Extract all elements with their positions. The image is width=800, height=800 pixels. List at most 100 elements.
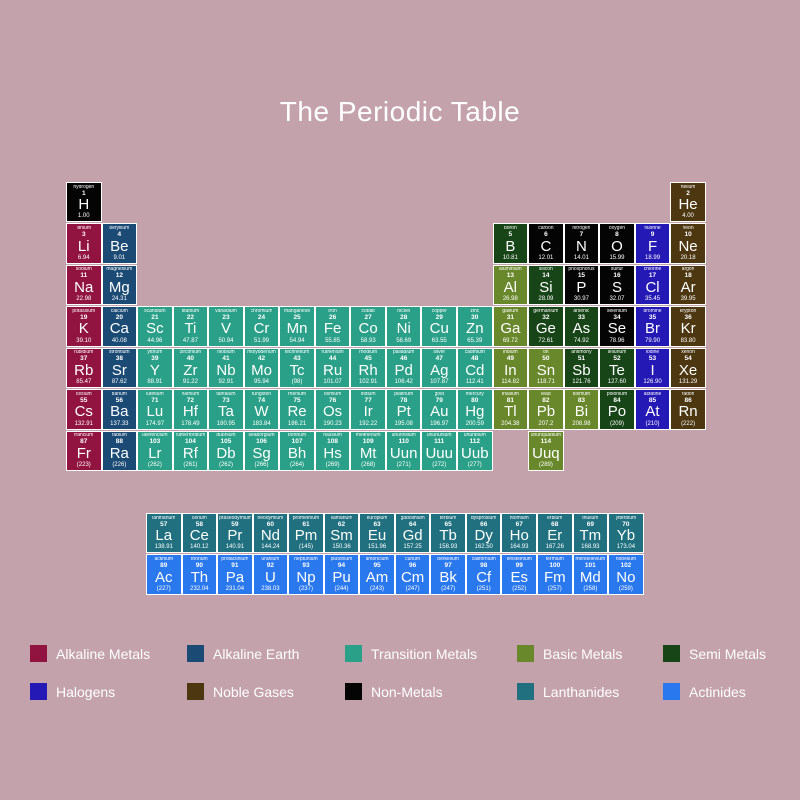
element-number: 84 bbox=[613, 396, 621, 404]
element-cell-u: uranium 92 U 238.03 bbox=[252, 554, 289, 595]
element-number: 112 bbox=[469, 438, 481, 446]
element-cell-am: americium 95 Am (243) bbox=[359, 554, 395, 595]
element-mass: 47.87 bbox=[182, 337, 198, 344]
element-number: 55 bbox=[80, 396, 88, 404]
element-number: 22 bbox=[186, 313, 195, 321]
element-cell-i: iodine 53 I 126.90 bbox=[634, 347, 671, 389]
element-mass: 22.98 bbox=[76, 296, 92, 303]
element-symbol: Re bbox=[287, 403, 307, 421]
element-name: neon bbox=[682, 225, 694, 231]
element-symbol: C bbox=[540, 237, 552, 255]
element-cell-ca: calcium 20 Ca 40.08 bbox=[101, 306, 138, 347]
element-symbol: As bbox=[572, 320, 591, 338]
element-name: silver bbox=[433, 350, 446, 356]
element-mass: 50.94 bbox=[218, 337, 234, 344]
element-symbol: Li bbox=[77, 237, 90, 255]
element-name: actinium bbox=[154, 556, 174, 562]
element-mass: 1.00 bbox=[77, 213, 90, 220]
element-number: 1 bbox=[81, 189, 86, 197]
element-mass: 55.85 bbox=[325, 337, 341, 344]
element-cell-o: oxygen 8 O 15.99 bbox=[599, 223, 635, 264]
element-number: 110 bbox=[398, 438, 409, 446]
element-symbol: Eu bbox=[367, 527, 387, 545]
element-cell-cs: cesium 55 Cs 132.91 bbox=[66, 389, 102, 430]
element-cell-xe: xenon 54 Xe 131.29 bbox=[670, 347, 706, 389]
element-mass: 39.95 bbox=[680, 296, 696, 303]
element-name: hassium bbox=[323, 433, 342, 439]
element-cell-s: sulfur 16 S 32.07 bbox=[599, 264, 635, 306]
element-cell-te: tellurium 52 Te 127.60 bbox=[599, 347, 635, 389]
legend-swatch-halogen bbox=[30, 683, 47, 700]
element-symbol: La bbox=[155, 527, 173, 545]
element-name: xenon bbox=[681, 350, 695, 356]
element-symbol: Ac bbox=[155, 568, 173, 586]
element-symbol: Te bbox=[609, 361, 625, 379]
element-name: neodymium bbox=[257, 515, 284, 521]
element-number: 33 bbox=[577, 313, 586, 321]
element-name: yttrium bbox=[147, 350, 163, 356]
element-symbol: Lu bbox=[146, 403, 164, 421]
element-cell-pu: plutonium 94 Pu (244) bbox=[323, 554, 360, 595]
element-symbol: Tl bbox=[504, 403, 517, 421]
element-name: cesium bbox=[75, 391, 92, 397]
element-mass: 158.93 bbox=[438, 544, 458, 551]
element-cell-ir: iridium 77 Ir 192.22 bbox=[350, 389, 386, 430]
element-symbol: Ru bbox=[323, 361, 343, 379]
element-cell-cd: cadmium 48 Cd 112.41 bbox=[457, 347, 493, 389]
element-symbol: Dy bbox=[474, 527, 493, 545]
element-cell-dy: dysprosium 66 Dy 162.50 bbox=[465, 513, 502, 554]
element-cell-ra: radium 88 Ra (226) bbox=[101, 430, 138, 472]
element-mass: 83.80 bbox=[680, 337, 696, 344]
element-mass: 87.62 bbox=[111, 379, 127, 386]
element-symbol: Uun bbox=[389, 444, 418, 462]
element-number: 60 bbox=[266, 520, 275, 528]
element-number: 69 bbox=[586, 520, 594, 528]
element-cell-h: hydrogen 1 H 1.00 bbox=[66, 182, 102, 223]
element-cell-si: silicon 14 Si 28.09 bbox=[528, 264, 564, 306]
element-number: 11 bbox=[80, 272, 88, 280]
element-symbol: Gd bbox=[402, 527, 423, 545]
element-mass: 20.18 bbox=[680, 254, 696, 261]
element-mass: (247) bbox=[441, 585, 456, 592]
element-mass: (244) bbox=[334, 585, 349, 592]
element-number: 39 bbox=[151, 355, 159, 363]
element-number: 87 bbox=[80, 438, 88, 446]
element-mass: 186.21 bbox=[287, 420, 307, 427]
element-number: 92 bbox=[266, 562, 275, 569]
element-cell-c: carbon 6 C 12.01 bbox=[528, 223, 564, 264]
element-mass: 4.00 bbox=[682, 213, 694, 220]
element-cell-cm: curium 96 Cm (247) bbox=[394, 554, 431, 595]
element-mass: 107.87 bbox=[430, 379, 449, 386]
element-cell-ac: actinium 89 Ac (227) bbox=[146, 554, 182, 595]
element-name: neptunium bbox=[294, 556, 318, 562]
element-mass: 10.81 bbox=[502, 254, 518, 261]
element-mass: (258) bbox=[583, 585, 598, 592]
element-name: ytterbium bbox=[615, 515, 637, 521]
element-number: 75 bbox=[293, 396, 301, 404]
element-cell-uuq: ununquadium 114 Uuq (289) bbox=[528, 430, 564, 472]
element-symbol: Sb bbox=[572, 361, 591, 379]
element-symbol: Xe bbox=[678, 361, 698, 379]
element-cell-uuu: unununium 111 Uuu (272) bbox=[421, 430, 458, 472]
element-name: chlorine bbox=[643, 267, 662, 273]
element-symbol: Ba bbox=[110, 403, 129, 421]
element-number: 17 bbox=[648, 272, 657, 280]
element-number: 51 bbox=[577, 355, 586, 363]
element-name: samarium bbox=[330, 515, 353, 521]
element-cell-sg: seaborgium 106 Sg (266) bbox=[243, 430, 280, 472]
element-number: 93 bbox=[302, 562, 310, 569]
element-symbol: Fr bbox=[76, 444, 91, 462]
element-mass: (264) bbox=[290, 462, 305, 469]
element-mass: (251) bbox=[476, 585, 491, 592]
element-mass: 127.60 bbox=[607, 379, 627, 386]
element-mass: 238.03 bbox=[261, 585, 280, 592]
element-mass: 126.90 bbox=[643, 379, 662, 386]
element-number: 43 bbox=[293, 355, 301, 363]
element-number: 30 bbox=[471, 313, 479, 321]
element-symbol: Pd bbox=[394, 361, 413, 379]
element-symbol: He bbox=[678, 196, 698, 214]
element-mass: 9.01 bbox=[113, 254, 126, 261]
element-name: tungsten bbox=[251, 391, 272, 397]
element-symbol: Fm bbox=[543, 568, 566, 586]
element-symbol: B bbox=[505, 237, 516, 255]
